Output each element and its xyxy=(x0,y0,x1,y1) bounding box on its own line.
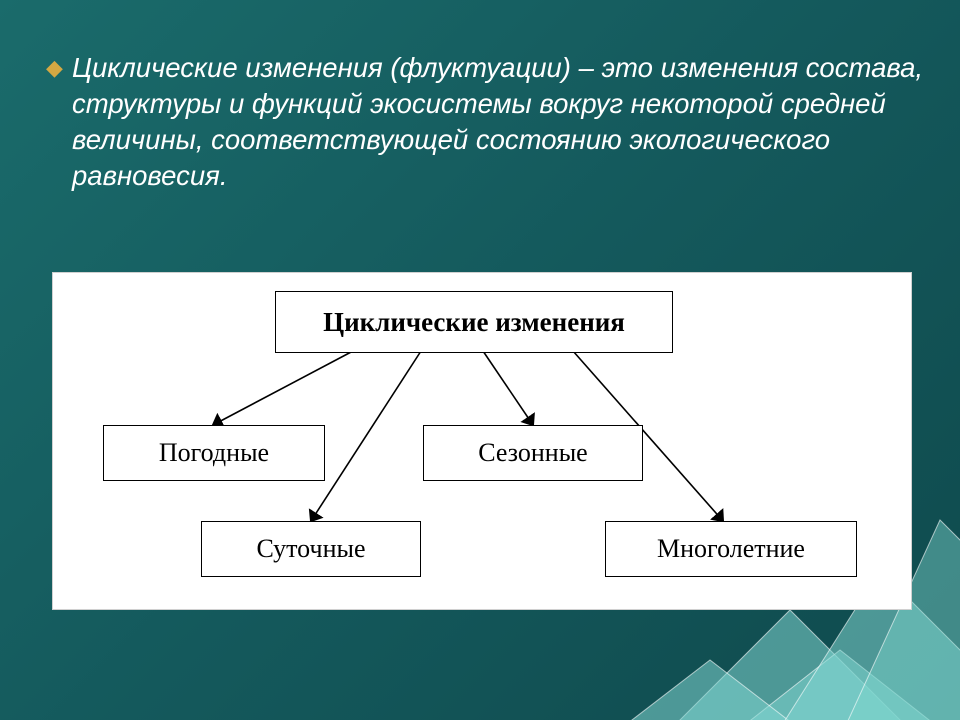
node-n3: Суточные xyxy=(201,521,421,577)
definition-term: Циклические изменения (флуктуации) xyxy=(72,52,571,83)
definition-paragraph: ◆Циклические изменения (флуктуации) – эт… xyxy=(46,50,932,195)
slide: ◆Циклические изменения (флуктуации) – эт… xyxy=(0,0,960,720)
node-n2: Сезонные xyxy=(423,425,643,481)
node-n4: Многолетние xyxy=(605,521,857,577)
bullet-icon: ◆ xyxy=(46,53,72,82)
node-n1: Погодные xyxy=(103,425,325,481)
node-root: Циклические изменения xyxy=(275,291,673,353)
diagram-panel: Циклические изменения Погодные СезонныеСут… xyxy=(52,272,912,610)
